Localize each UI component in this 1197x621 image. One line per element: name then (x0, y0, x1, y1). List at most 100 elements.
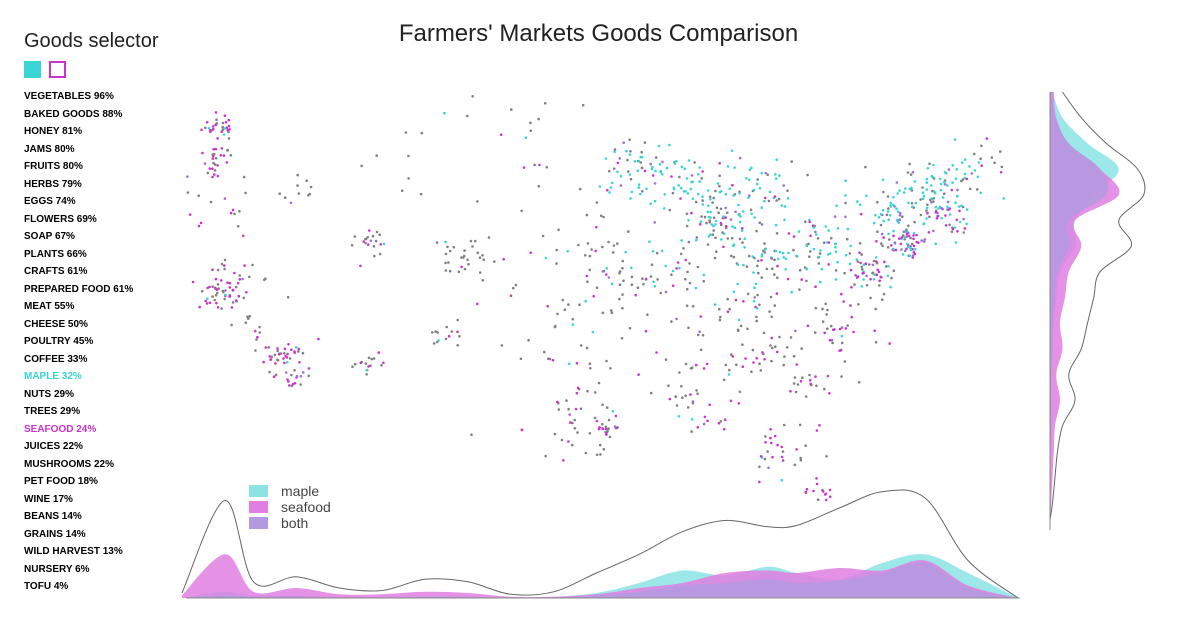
market-point (835, 204, 838, 208)
market-point (585, 274, 589, 278)
goods-item[interactable]: SOAP 67% (24, 231, 75, 242)
goods-item[interactable]: COFFEE 33% (24, 353, 88, 365)
market-point (664, 358, 668, 361)
market-point (932, 229, 935, 233)
goods-item[interactable]: MAPLE 32% (24, 371, 82, 382)
goods-item[interactable]: PET FOOD 18% (24, 476, 98, 487)
goods-item[interactable]: EGGS 74% (24, 196, 76, 207)
market-point (858, 242, 862, 245)
market-point (620, 337, 624, 340)
market-point (814, 285, 817, 289)
market-point (629, 150, 632, 153)
goods-item[interactable]: TREES 29% (24, 406, 81, 417)
market-point (529, 251, 532, 254)
goods-item[interactable]: PLANTS 66% (24, 248, 87, 260)
market-point (947, 168, 951, 171)
market-point (887, 207, 890, 210)
market-point (529, 129, 532, 133)
goods-item[interactable]: JAMS 80% (24, 143, 75, 155)
latitude-density-plot (1049, 91, 1146, 530)
market-point (848, 262, 852, 266)
maple-swatch[interactable] (24, 61, 41, 78)
longitude-density-plot (181, 489, 1020, 599)
market-point (844, 201, 847, 205)
goods-item[interactable]: FRUITS 80% (24, 161, 83, 172)
market-point (812, 226, 815, 229)
market-point (565, 399, 568, 402)
market-point (822, 241, 826, 244)
market-points (186, 95, 1005, 502)
market-point (301, 351, 305, 355)
market-point (527, 338, 530, 342)
market-point (701, 195, 704, 198)
goods-item[interactable]: CRAFTS 61% (24, 266, 88, 277)
market-point (629, 177, 633, 181)
goods-item[interactable]: POULTRY 45% (24, 336, 94, 347)
market-point (960, 204, 963, 208)
goods-item[interactable]: HERBS 79% (24, 178, 82, 190)
market-point (258, 325, 261, 329)
goods-item[interactable]: NUTS 29% (24, 388, 75, 400)
goods-item[interactable]: BEANS 14% (24, 511, 82, 522)
goods-item[interactable]: TOFU 4% (24, 581, 69, 592)
market-point (245, 291, 248, 294)
market-point (545, 166, 549, 169)
market-point (309, 185, 313, 189)
market-point (288, 357, 292, 360)
market-point (769, 428, 772, 431)
market-point (716, 182, 720, 185)
market-point (965, 177, 969, 181)
goods-item[interactable]: JUICES 22% (24, 441, 83, 452)
goods-item[interactable]: CHEESE 50% (24, 318, 88, 330)
goods-item[interactable]: SEAFOOD 24% (24, 423, 97, 435)
goods-item[interactable]: GRAINS 14% (24, 528, 86, 540)
market-point (432, 342, 436, 345)
market-point (798, 423, 802, 427)
market-point (652, 280, 655, 284)
market-point (510, 108, 513, 111)
market-point (758, 362, 761, 366)
market-point (760, 259, 763, 262)
market-point (258, 331, 262, 334)
market-point (400, 189, 404, 192)
goods-item[interactable]: MEAT 55% (24, 301, 75, 312)
market-point (295, 346, 298, 349)
goods-item[interactable]: FLOWERS 69% (24, 213, 97, 225)
market-point (748, 254, 751, 258)
market-point (244, 321, 248, 325)
market-point (955, 168, 959, 171)
goods-item[interactable]: MUSHROOMS 22% (24, 458, 115, 470)
market-point (431, 331, 434, 334)
market-point (699, 315, 702, 318)
market-point (878, 279, 881, 283)
goods-item[interactable]: WILD HARVEST 13% (24, 546, 123, 557)
market-point (809, 382, 812, 386)
market-point (456, 330, 459, 334)
market-point (688, 281, 692, 285)
seafood-swatch[interactable] (49, 61, 67, 78)
market-point (276, 347, 279, 350)
market-point (234, 299, 238, 302)
market-point (296, 184, 299, 187)
market-point (777, 197, 781, 201)
market-point (650, 167, 654, 171)
market-point (211, 285, 214, 289)
market-point (898, 237, 901, 240)
market-point (819, 249, 822, 252)
market-point (756, 264, 759, 268)
market-point (671, 269, 675, 273)
goods-item[interactable]: PREPARED FOOD 61% (24, 283, 134, 295)
market-point (744, 357, 747, 360)
goods-item[interactable]: WINE 17% (24, 493, 73, 505)
market-point (840, 326, 844, 329)
market-point (950, 230, 954, 233)
market-point (482, 258, 486, 262)
goods-item[interactable]: VEGETABLES 96% (24, 91, 114, 102)
market-point (599, 453, 602, 456)
market-point (909, 246, 912, 250)
goods-item[interactable]: BAKED GOODS 88% (24, 108, 123, 120)
market-point (775, 158, 778, 161)
goods-item[interactable]: NURSERY 6% (24, 563, 90, 575)
goods-item[interactable]: HONEY 81% (24, 126, 83, 137)
market-point (288, 384, 291, 387)
